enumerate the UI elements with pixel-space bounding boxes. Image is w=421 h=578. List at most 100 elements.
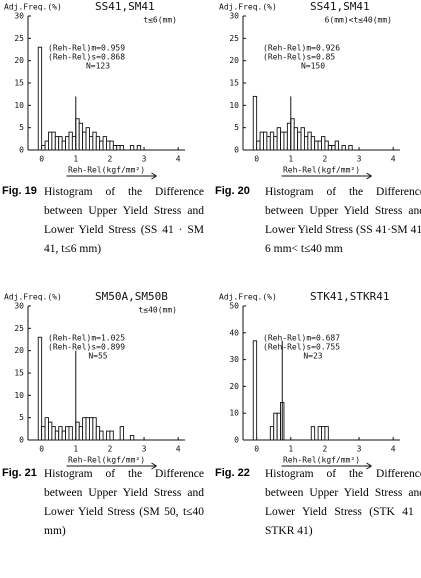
bar	[116, 145, 121, 151]
y-tick-label: 30	[14, 12, 24, 21]
y-tick-label: 15	[14, 79, 24, 88]
x-tick-label: 1	[288, 445, 293, 454]
chart-title: SM50A,SM50B	[95, 290, 168, 303]
bar	[54, 136, 60, 151]
bar	[348, 145, 353, 151]
bar	[37, 46, 43, 151]
bar	[269, 131, 275, 151]
x-tick-label: 0	[39, 155, 44, 164]
bar	[290, 118, 295, 151]
x-tick-label: 2	[107, 155, 112, 164]
bar	[321, 136, 326, 151]
x-axis-label: Reh-Rel(kgf/mm²)	[68, 166, 145, 175]
x-tick-label: 0	[254, 445, 259, 454]
bar	[273, 136, 278, 151]
bar	[95, 136, 101, 151]
caption-label: Fig. 21	[2, 467, 37, 479]
bar	[256, 140, 261, 151]
y-tick-label: 25	[229, 34, 239, 43]
bar	[334, 140, 340, 151]
bar	[51, 131, 56, 151]
y-tick-label: 5	[234, 123, 239, 132]
x-tick-label: 0	[39, 445, 44, 454]
y-tick-label: 30	[229, 355, 239, 364]
bar	[119, 426, 125, 441]
x-tick-label: 2	[322, 445, 327, 454]
bar	[106, 140, 111, 151]
annotation: N=123	[86, 62, 110, 71]
caption-text: Histogram of the Difference between Uppe…	[265, 468, 421, 537]
caption-label: Fig. 20	[215, 185, 250, 197]
x-tick-label: 4	[391, 445, 396, 454]
bar	[283, 131, 288, 151]
y-tick-label: 10	[229, 101, 239, 110]
y-tick-label: 20	[229, 382, 239, 391]
x-tick-label: 1	[73, 445, 78, 454]
x-tick-label: 3	[142, 155, 147, 164]
annotation: (Reh-Rel)s=0.868	[48, 53, 125, 62]
x-tick-label: 4	[391, 155, 396, 164]
x-tick-label: 2	[322, 155, 327, 164]
bar	[310, 426, 316, 441]
y-tick-label: 0	[234, 146, 239, 155]
y-tick-label: 0	[19, 436, 24, 445]
bar	[129, 145, 135, 151]
y-axis-label: Adj.Freq.(%)	[4, 3, 62, 12]
y-tick-label: 20	[229, 56, 239, 65]
y-tick-label: 15	[229, 79, 239, 88]
bar	[48, 131, 53, 151]
arrow-head	[151, 462, 157, 470]
y-tick-label: 25	[14, 324, 24, 333]
annotation: (Reh-Rel)s=0.85	[263, 53, 335, 62]
annotation: (Reh-Rel)m=0.926	[263, 44, 340, 53]
chart-title: SS41,SM41	[95, 0, 155, 13]
chart-subtitle: 6(mm)<t≤40(mm)	[325, 16, 392, 25]
chart-subtitle: t≤40(mm)	[138, 306, 177, 315]
y-tick-label: 15	[14, 369, 24, 378]
bar	[109, 140, 114, 151]
annotation: (Reh-Rel)s=0.755	[263, 343, 340, 352]
bar	[273, 412, 278, 441]
bar	[75, 118, 80, 151]
bar	[293, 127, 299, 151]
bar	[317, 426, 322, 441]
bar	[41, 145, 46, 151]
x-tick-label: 3	[142, 445, 147, 454]
annotation: (Reh-Rel)m=1.025	[48, 334, 125, 343]
x-tick-label: 3	[357, 155, 362, 164]
y-tick-label: 0	[234, 436, 239, 445]
y-tick-label: 30	[229, 12, 239, 21]
bar	[102, 136, 107, 151]
x-tick-label: 1	[288, 155, 293, 164]
bar	[106, 430, 111, 441]
bar	[78, 426, 84, 441]
bar	[92, 131, 97, 151]
bar	[303, 136, 309, 151]
y-tick-label: 50	[229, 302, 239, 311]
caption-text: Histogram of the Difference between Uppe…	[44, 186, 204, 255]
bar	[65, 136, 70, 151]
bar	[300, 127, 305, 151]
x-tick-label: 2	[107, 445, 112, 454]
x-axis-label: Reh-Rel(kgf/mm²)	[283, 456, 360, 465]
y-axis-label: Adj.Freq.(%)	[4, 293, 62, 302]
bar	[41, 426, 46, 441]
bar	[44, 140, 49, 151]
bar	[88, 136, 94, 151]
y-tick-label: 25	[14, 34, 24, 43]
bar	[92, 417, 97, 441]
annotation: (Reh-Rel)s=0.899	[48, 343, 125, 352]
bar	[44, 417, 49, 441]
annotation: N=55	[88, 352, 107, 361]
chart-subtitle: t≤6(mm)	[143, 16, 177, 25]
x-axis-label: Reh-Rel(kgf/mm²)	[283, 166, 360, 175]
arrow-head	[151, 172, 157, 180]
y-tick-label: 0	[19, 146, 24, 155]
bar	[68, 131, 73, 151]
bar	[95, 426, 101, 441]
bar	[85, 127, 90, 151]
bar	[88, 417, 94, 441]
bar	[327, 145, 333, 151]
